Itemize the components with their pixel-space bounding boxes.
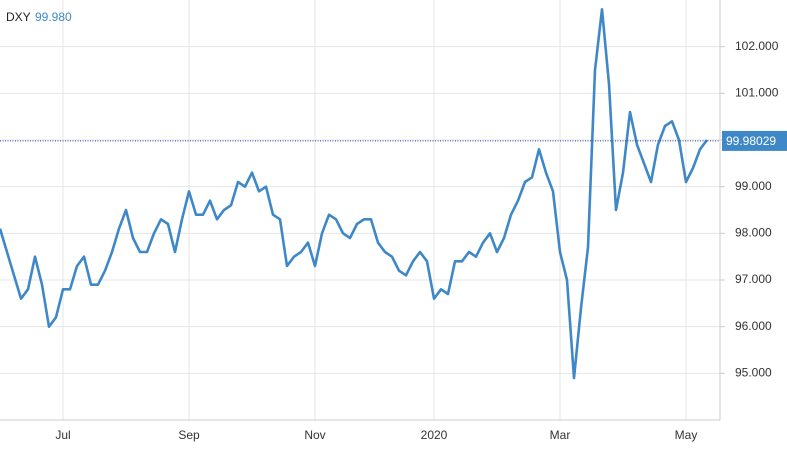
y-tick-label: 102.000: [735, 39, 779, 53]
price: 99.980: [35, 10, 72, 24]
y-tick-label: 101.000: [735, 86, 779, 100]
y-tick-label: 96.000: [735, 319, 772, 333]
price-line: [0, 8, 709, 380]
x-tick-label: Sep: [178, 428, 200, 442]
x-tick-label: Mar: [550, 428, 571, 442]
x-tick-label: Jul: [55, 428, 70, 442]
y-tick-label: 95.000: [735, 366, 772, 380]
y-tick-label: 98.000: [735, 226, 772, 240]
y-tick-label: 97.000: [735, 272, 772, 286]
last-value-label: 99.98029: [726, 134, 776, 148]
x-tick-label: Nov: [304, 428, 325, 442]
x-tick-label: 2020: [421, 428, 448, 442]
symbol: DXY: [6, 10, 31, 24]
y-tick-label: 99.000: [735, 179, 772, 193]
last-value-box: [722, 130, 787, 151]
x-tick-label: May: [675, 428, 698, 442]
